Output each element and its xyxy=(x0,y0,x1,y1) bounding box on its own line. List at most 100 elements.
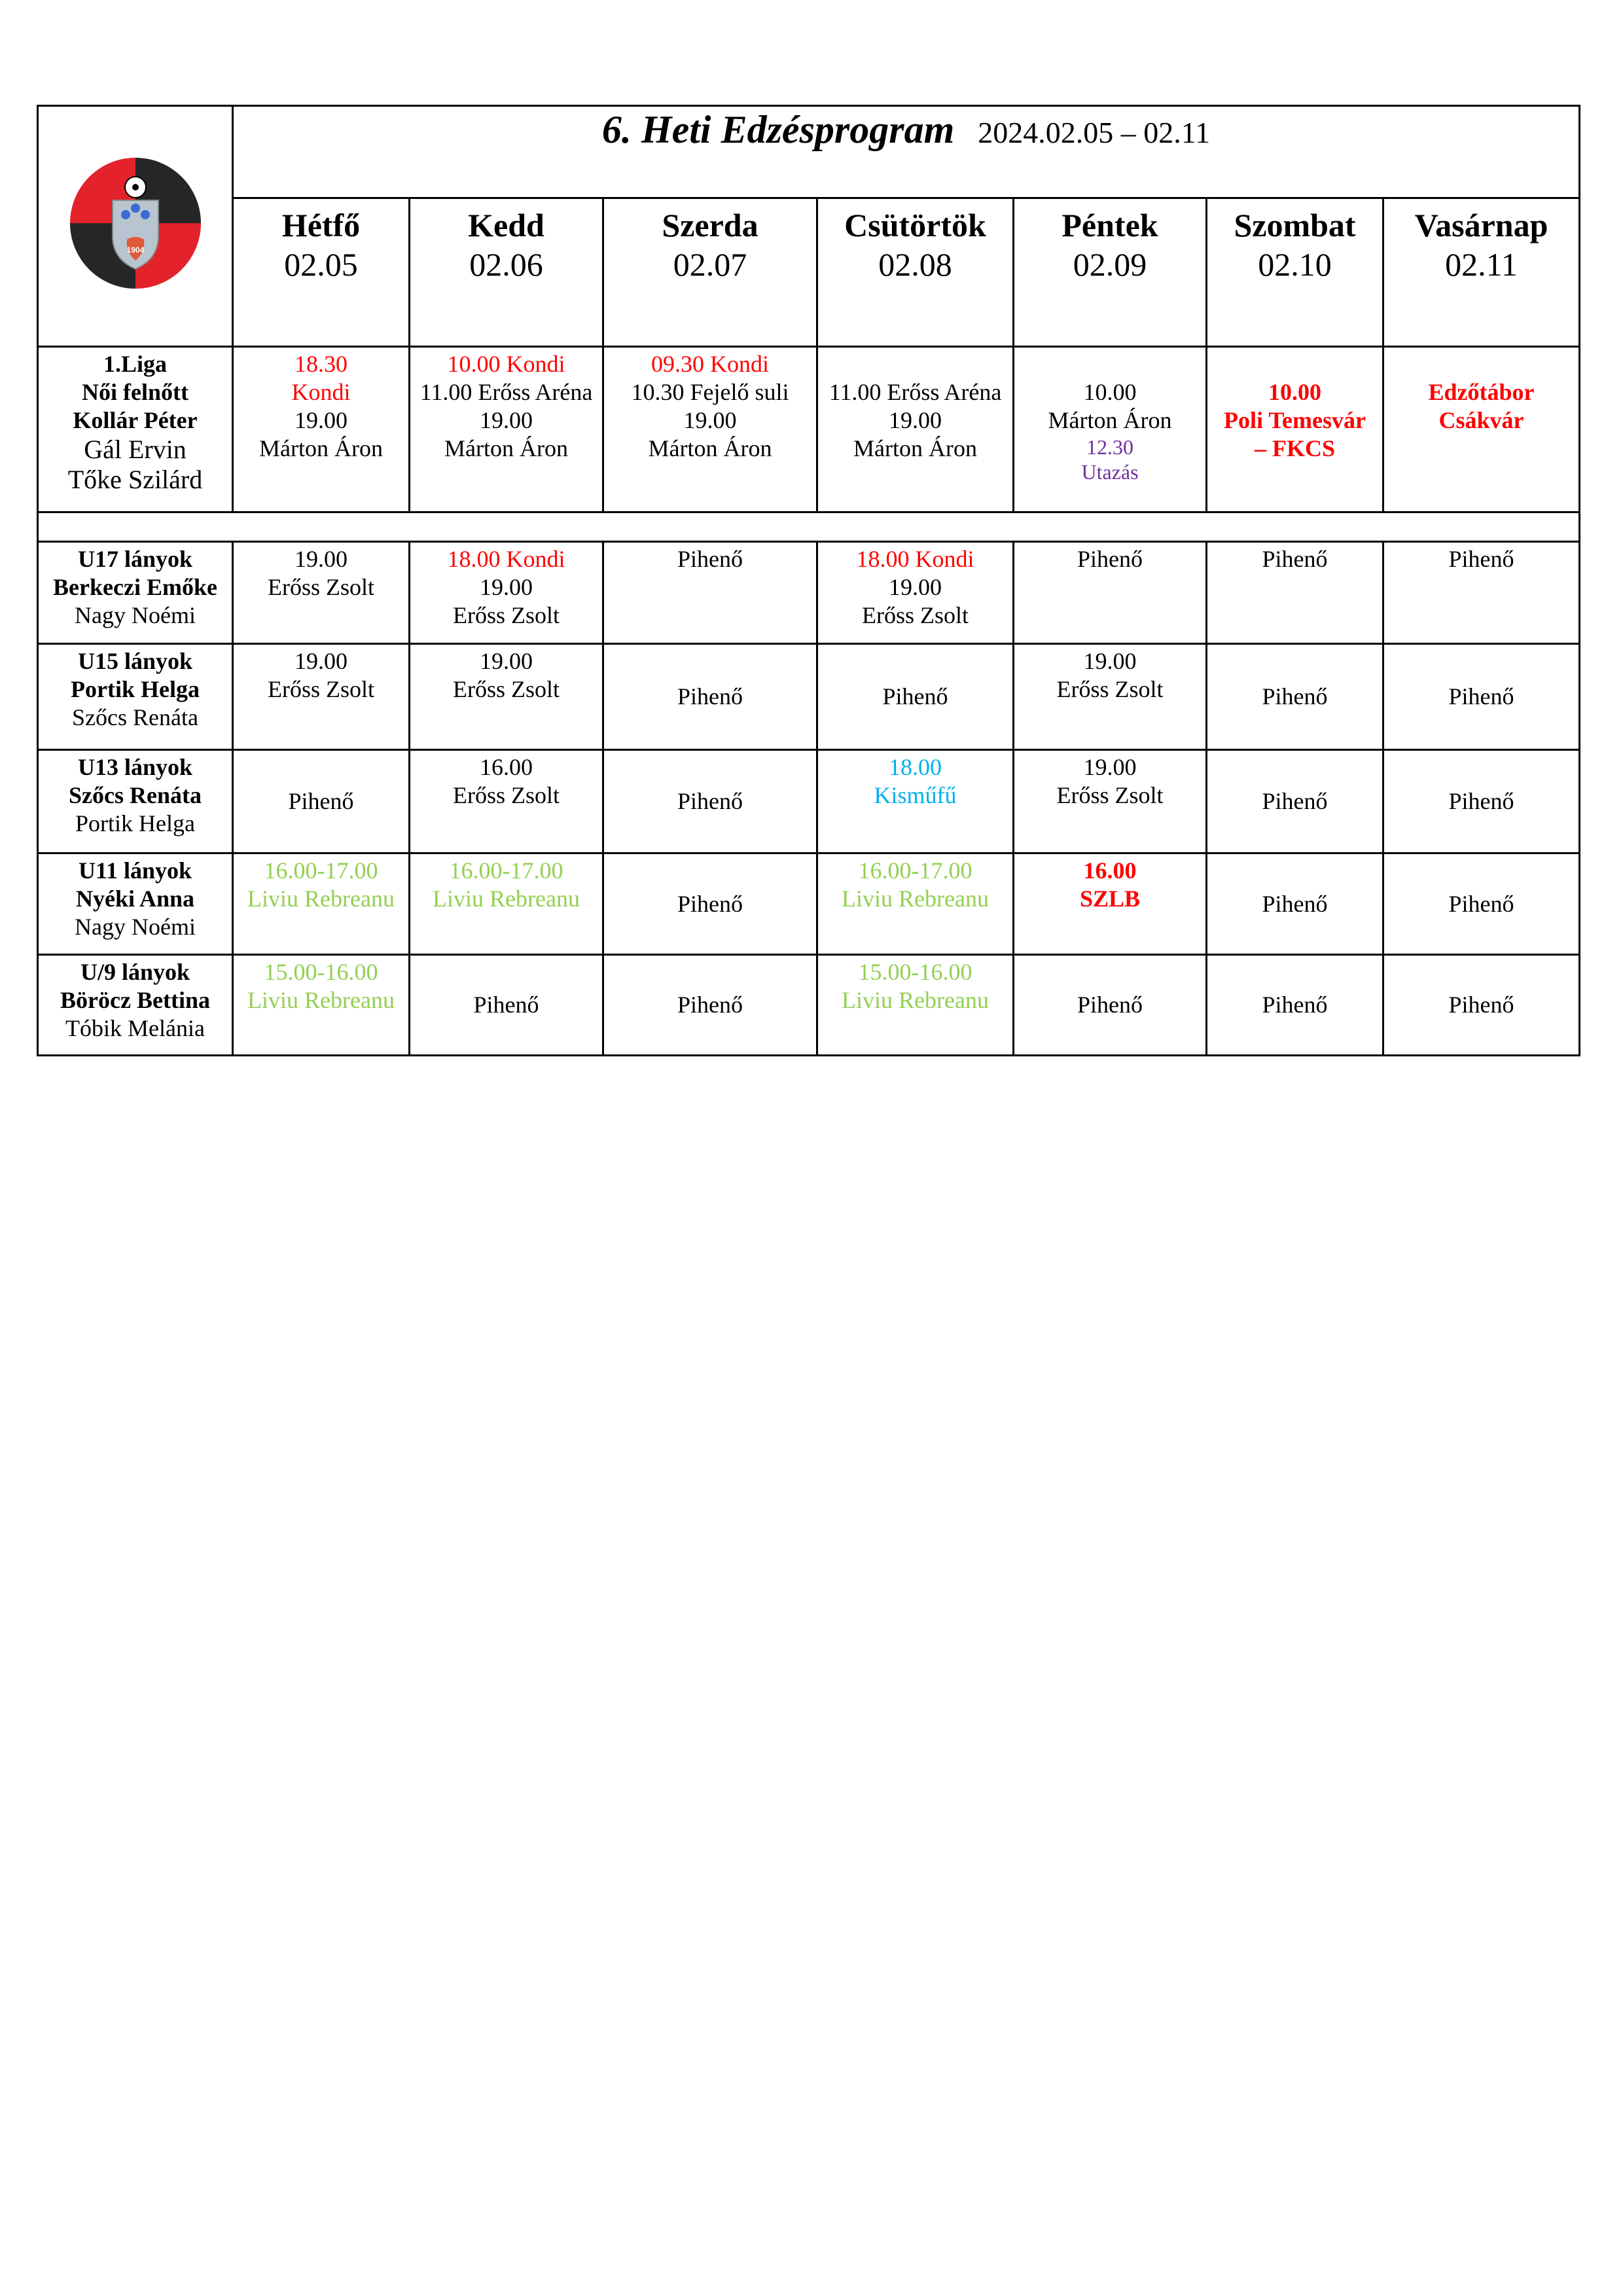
team-name: U13 lányok xyxy=(77,754,193,780)
schedule-entry: Poli Temesvár xyxy=(1224,407,1366,433)
schedule-cell: 11.00 Erőss Aréna 19.00 Márton Áron xyxy=(816,346,1014,513)
schedule-entry: 11.00 Erőss Aréna xyxy=(829,379,1002,405)
schedule-entry: 15.00-16.00 xyxy=(858,959,972,985)
schedule-entry: Pihenő xyxy=(1448,890,1514,917)
schedule-cell: 16.00 Erőss Zsolt xyxy=(408,749,604,854)
day-header: Szerda 02.07 xyxy=(602,197,818,348)
schedule-cell: 15.00-16.00 Liviu Rebreanu xyxy=(232,954,410,1056)
coach-name: Nyéki Anna xyxy=(75,886,195,912)
schedule-entry: – FKCS xyxy=(1254,435,1335,461)
schedule-cell: Pihenő xyxy=(1382,954,1581,1056)
spacer-row xyxy=(36,511,1581,543)
schedule-entry: 19.00 xyxy=(1083,648,1137,674)
schedule-entry: Pihenő xyxy=(1262,546,1328,572)
schedule-entry: 09.30 Kondi xyxy=(651,351,769,377)
coach-name: Kollár Péter xyxy=(73,407,198,433)
day-date: 02.08 xyxy=(878,246,952,283)
day-name: Csütörtök xyxy=(844,207,986,243)
schedule-entry: 16.00 xyxy=(1083,857,1137,884)
team-row: U15 lányok Portik Helga Szőcs Renáta 19.00 E… xyxy=(37,643,1581,751)
training-schedule-table: 1904 6. Heti Edzésprogram 2024.02.05 – 02… xyxy=(36,105,1581,1056)
schedule-entry: Márton Áron xyxy=(853,435,977,461)
schedule-entry: 10.00 xyxy=(1083,379,1137,405)
schedule-cell: Pihenő xyxy=(816,643,1014,751)
team-row: U11 lányok Nyéki Anna Nagy Noémi 16.00-17.0… xyxy=(37,852,1581,956)
schedule-cell: Pihenő xyxy=(602,954,818,1056)
schedule-cell: 18.00 Kondi 19.00 Erőss Zsolt xyxy=(816,541,1014,645)
schedule-entry: Márton Áron xyxy=(648,435,772,461)
coach-name: Nagy Noémi xyxy=(75,914,196,940)
schedule-entry: Erőss Zsolt xyxy=(452,602,560,628)
schedule-cell: 18.00 Kondi 19.00 Erőss Zsolt xyxy=(408,541,604,645)
schedule-entry: Liviu Rebreanu xyxy=(247,886,395,912)
coach-name: Női felnőtt xyxy=(82,379,188,405)
team-label: 1.Liga Női felnőtt Kollár Péter Gál Ervin Tő… xyxy=(37,346,234,513)
schedule-entry: 19.00 xyxy=(294,648,348,674)
schedule-cell: Pihenő xyxy=(232,749,410,854)
day-name: Szombat xyxy=(1234,207,1356,243)
day-date: 02.10 xyxy=(1258,246,1332,283)
coach-name: Böröcz Bettina xyxy=(60,987,210,1013)
schedule-entry: 19.00 xyxy=(889,407,942,433)
schedule-entry: Erőss Zsolt xyxy=(452,782,560,808)
schedule-entry: Pihenő xyxy=(1262,890,1328,917)
coach-name: Tőke Szilárd xyxy=(67,465,203,494)
schedule-cell: 16.00-17.00 Liviu Rebreanu xyxy=(816,852,1014,956)
schedule-entry: Erőss Zsolt xyxy=(861,602,969,628)
day-header: Péntek 02.09 xyxy=(1012,197,1207,348)
schedule-entry: Pihenő xyxy=(1448,683,1514,709)
schedule-cell: 10.00 Kondi 11.00 Erőss Aréna 19.00 Márton … xyxy=(408,346,604,513)
day-name: Kedd xyxy=(468,207,544,243)
schedule-entry: Liviu Rebreanu xyxy=(842,886,989,912)
day-date: 02.05 xyxy=(284,246,358,283)
team-label: U13 lányok Szőcs Renáta Portik Helga xyxy=(37,749,234,854)
schedule-cell: Edzőtábor Csákvár xyxy=(1382,346,1581,513)
schedule-cell: 19.00 Erőss Zsolt xyxy=(1012,643,1207,751)
schedule-entry: Liviu Rebreanu xyxy=(842,987,989,1013)
title-cell: 6. Heti Edzésprogram 2024.02.05 – 02.11 xyxy=(231,105,1581,199)
schedule-entry: Pihenő xyxy=(288,788,354,814)
schedule-entry: Márton Áron xyxy=(444,435,568,461)
team-label: U17 lányok Berkeczi Emőke Nagy Noémi xyxy=(37,541,234,645)
schedule-entry: Pihenő xyxy=(882,683,948,709)
schedule-cell: Pihenő xyxy=(1205,749,1384,854)
schedule-cell: 10.00 Poli Temesvár – FKCS xyxy=(1205,346,1384,513)
schedule-entry: Pihenő xyxy=(677,788,743,814)
schedule-entry: 19.00 xyxy=(480,648,533,674)
day-name: Hétfő xyxy=(281,207,361,243)
schedule-entry: 18.00 Kondi xyxy=(856,546,974,572)
schedule-entry: 12.30 xyxy=(1086,435,1133,459)
schedule-entry: Pihenő xyxy=(677,890,743,917)
schedule-entry: Pihenő xyxy=(1077,992,1143,1018)
schedule-cell: Pihenő xyxy=(602,541,818,645)
schedule-entry: Erőss Zsolt xyxy=(267,676,374,702)
schedule-entry: 19.00 xyxy=(683,407,737,433)
schedule-cell: Pihenő xyxy=(1205,954,1384,1056)
schedule-entry: Erőss Zsolt xyxy=(452,676,560,702)
team-name: U15 lányok xyxy=(77,648,193,674)
schedule-entry: 16.00-17.00 xyxy=(264,857,378,884)
coach-name: Szőcs Renáta xyxy=(69,782,202,808)
schedule-cell: Pihenő xyxy=(1205,852,1384,956)
schedule-entry: 18.00 Kondi xyxy=(447,546,565,572)
team-name: U17 lányok xyxy=(77,546,193,572)
schedule-entry: Kondi xyxy=(291,379,351,405)
schedule-entry: 19.00 xyxy=(294,407,348,433)
team-row: U17 lányok Berkeczi Emőke Nagy Noémi 19.00 E… xyxy=(37,541,1581,645)
schedule-entry: 16.00-17.00 xyxy=(858,857,972,884)
schedule-entry: Pihenő xyxy=(1077,546,1143,572)
spacer-cell xyxy=(36,511,1581,543)
coach-name: Portik Helga xyxy=(71,676,200,702)
schedule-entry: Pihenő xyxy=(1262,683,1328,709)
schedule-entry: 19.00 xyxy=(294,546,348,572)
day-header: Szombat 02.10 xyxy=(1205,197,1384,348)
schedule-cell: Pihenő xyxy=(1012,541,1207,645)
team-row: 1.Liga Női felnőtt Kollár Péter Gál Ervin Tő… xyxy=(37,346,1581,513)
coach-name: Gál Ervin xyxy=(84,435,187,464)
schedule-cell: Pihenő xyxy=(602,749,818,854)
schedule-entry: Pihenő xyxy=(1262,788,1328,814)
coach-name: Tóbik Melánia xyxy=(65,1015,205,1041)
day-header: Vasárnap 02.11 xyxy=(1382,197,1581,348)
schedule-entry: Csákvár xyxy=(1438,407,1524,433)
schedule-cell: 16.00-17.00 Liviu Rebreanu xyxy=(232,852,410,956)
